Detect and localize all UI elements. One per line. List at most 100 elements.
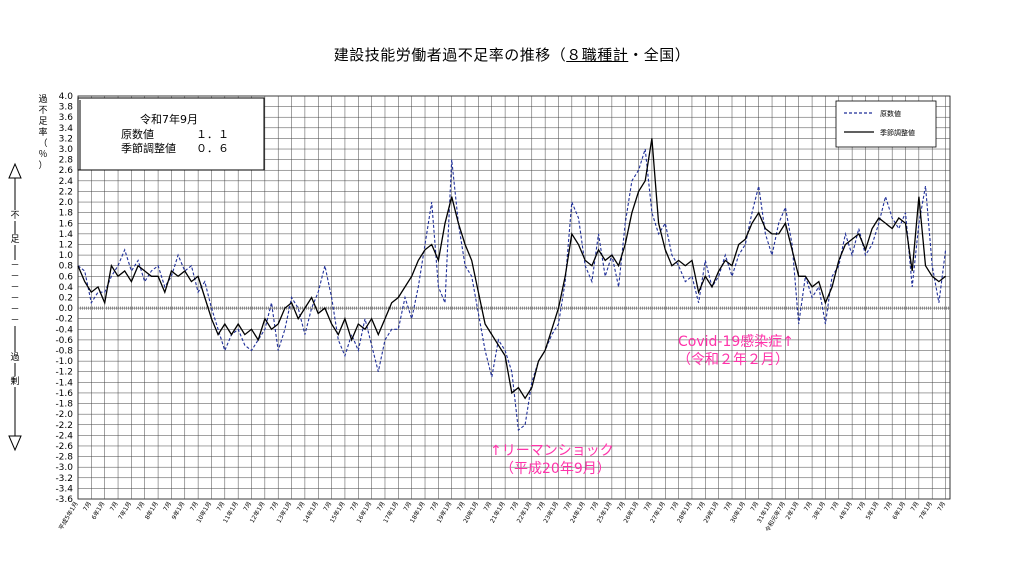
annotation-covid-line2: （令和２年２月） (677, 352, 789, 368)
x-tick-label: 7月 (135, 501, 146, 513)
x-tick-label: 7月 (883, 501, 894, 513)
x-tick-label: 7月 (376, 501, 387, 513)
y-tick-label: 3.2 (59, 134, 73, 144)
x-tick-label: 7年1月 (116, 500, 133, 521)
x-tick-label: 7月 (749, 501, 760, 513)
x-tick-label: 7年1月 (917, 500, 934, 521)
x-tick-label: 7月 (536, 501, 547, 513)
x-tick-label: 7月 (830, 501, 841, 513)
x-tick-label: 7月 (216, 501, 227, 513)
y-tick-label: -3.2 (55, 474, 73, 484)
side-label-dash-bg (10, 271, 20, 282)
x-tick-label: 7月 (723, 501, 734, 513)
y-tick-label: 1.2 (59, 240, 73, 250)
y-tick-label: -0.8 (55, 347, 73, 357)
y-tick-label: 0.8 (59, 262, 74, 272)
info-box-raw-label: 原数値 (121, 128, 154, 141)
side-label-surplus-bg (10, 352, 20, 363)
x-tick-label: 7月 (589, 501, 600, 513)
y-tick-labels: 4.03.83.63.43.23.02.82.62.42.22.01.81.61… (55, 92, 73, 505)
side-label-dash-bg (10, 315, 20, 326)
y-tick-label: -2.0 (55, 410, 73, 420)
x-tick-label: 5年1月 (864, 500, 881, 521)
x-tick-label: 9年1月 (170, 500, 187, 521)
y-tick-label: -3.4 (55, 484, 73, 494)
side-label-surplus: 過 (10, 352, 19, 363)
side-label-dash-bg (10, 282, 20, 293)
y-tick-label: 1.6 (59, 219, 74, 229)
y-tick-label: -1.2 (55, 368, 73, 378)
info-box-sa-label: 季節調整値 (121, 141, 176, 155)
x-tick-label: 7月 (509, 501, 520, 513)
y-axis-label-char: （ (38, 138, 47, 149)
x-tick-label: 7月 (803, 501, 814, 513)
y-tick-label: -2.6 (55, 442, 73, 452)
side-label-dash: － (10, 261, 19, 271)
x-tick-label: 7月 (456, 501, 467, 513)
legend-label: 季節調整値 (880, 128, 915, 137)
series-line-seasonal (77, 138, 947, 400)
y-tick-label: 4.0 (59, 92, 74, 102)
y-tick-label: 3.0 (59, 145, 74, 155)
x-tick-label: 7月 (696, 501, 707, 513)
y-axis-label-char: ） (38, 160, 47, 171)
y-tick-label: -1.6 (55, 389, 73, 399)
x-tick-label: 7月 (162, 501, 173, 513)
info-box-period: 令和7年9月 (140, 112, 198, 126)
x-tick-label: 7月 (402, 501, 413, 513)
side-label-dash-bg (10, 304, 20, 315)
annotations: ↑リーマンショック （平成20年9月） Covid-19感染症↑ （令和２年２月） (490, 333, 794, 477)
y-axis-label-char: ％ (38, 149, 47, 160)
side-label-shortage: 足 (10, 234, 19, 245)
side-arrow-up-head (8, 162, 22, 179)
x-tick-label: 7月 (616, 501, 627, 513)
y-tick-label: -1.4 (55, 378, 73, 388)
y-tick-label: 0.6 (59, 272, 74, 282)
side-label-dash-bg (10, 293, 20, 304)
info-box-raw-value: １．１ (196, 128, 229, 141)
x-tick-label: 3年1月 (810, 500, 827, 521)
x-tick-label: 7月 (322, 501, 333, 513)
y-tick-label: 1.8 (59, 209, 74, 219)
legend-label: 原数値 (880, 109, 901, 118)
y-tick-label: -0.6 (55, 336, 73, 346)
x-tick-label: 7月 (669, 501, 680, 513)
y-tick-label: 0.4 (59, 283, 74, 293)
side-label-surplus-bg (10, 376, 20, 387)
series-line-raw (77, 148, 947, 432)
x-tick-label: 7月 (189, 501, 200, 513)
x-tick-label: 6年1月 (90, 500, 107, 521)
y-tick-label: 2.4 (59, 177, 74, 187)
y-tick-label: 0.0 (59, 304, 74, 314)
y-tick-label: -2.4 (55, 431, 73, 441)
y-tick-label: -1.0 (55, 357, 73, 367)
y-tick-label: 2.6 (59, 166, 74, 176)
side-label-dash: － (10, 316, 19, 326)
x-tick-label: 7月 (563, 501, 574, 513)
x-tick-label: 7月 (269, 501, 280, 513)
y-tick-label: -2.2 (55, 421, 73, 431)
y-tick-label: -3.0 (55, 463, 73, 473)
y-tick-label: 3.6 (59, 113, 74, 123)
info-box-sa-value: ０．６ (196, 142, 229, 155)
x-tick-label: 7月 (242, 501, 253, 513)
side-label-surplus: 剰 (10, 375, 19, 387)
info-box-frame (77, 97, 265, 171)
x-tick-label: 8年1月 (143, 500, 160, 521)
y-tick-label: -2.8 (55, 453, 73, 463)
x-tick-label: 7月 (643, 501, 654, 513)
x-tick-label: 7月 (82, 501, 93, 513)
y-axis-label-char: 率 (38, 126, 47, 138)
side-arrow-down-head (8, 435, 22, 452)
y-axis-label-char: 不 (38, 105, 47, 116)
x-tick-label: 7月 (910, 501, 921, 513)
y-tick-label: 2.2 (59, 187, 73, 197)
x-tick-label: 7月 (296, 501, 307, 513)
y-tick-label: 2.0 (59, 198, 74, 208)
y-tick-label: 3.8 (59, 103, 74, 113)
chart-title-prefix: 建設技能労働者過不足率の推移（ (333, 46, 567, 64)
x-tick-label: 7月 (483, 501, 494, 513)
